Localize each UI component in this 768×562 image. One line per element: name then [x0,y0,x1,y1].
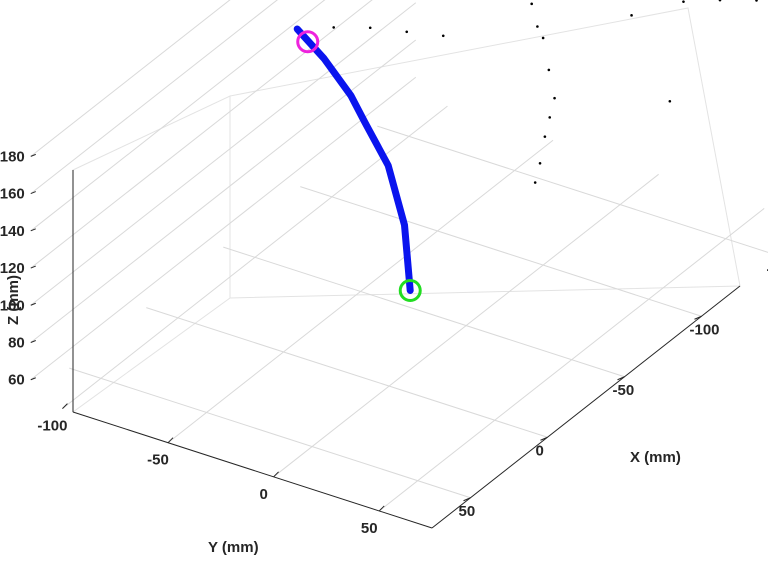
x-axis-label: X (mm) [630,449,681,466]
x-tick-mark [540,436,548,441]
z-tick-label: 180 [0,148,25,165]
z-tick-label: 80 [8,335,25,352]
tree-point [553,96,556,100]
z-tick-label: 160 [0,186,25,203]
grid-line-z [30,39,417,343]
grid-line-z [30,0,278,194]
tree-point [538,162,542,165]
airway-tree [295,0,758,184]
z-tick-mark [30,228,36,232]
y-axis-label: Y (mm) [208,539,259,556]
grid-line-y [273,173,659,478]
z-tick-mark [30,340,36,343]
y-tick-label: -100 [37,418,67,435]
x-tick-label: 50 [459,503,476,520]
grid-line-z [30,0,373,269]
tree-point [530,2,533,6]
y-tick-mark [273,471,279,478]
navigation-path [293,25,414,294]
tree-point [755,0,758,2]
start-marker [398,279,422,303]
grid-line-x [146,307,548,438]
tree-point [668,99,672,103]
tree-point [536,25,539,28]
y-tick-label: 50 [361,520,378,537]
grid-line-y [167,139,554,444]
z-tick-mark [30,153,36,157]
z-tick-mark [30,302,36,306]
back-walls [72,7,741,413]
x-tick-mark [617,376,625,381]
x-ticks: -150 -100 -50 0 50 [459,261,768,520]
z-tick-mark [30,377,36,381]
tree-point [718,0,722,2]
z-tick-mark [30,191,36,195]
grid-line-x [300,186,702,317]
y-tick-mark [62,403,68,409]
y-tick-label: -50 [147,452,169,469]
x-tick-mark [463,497,471,502]
grid-lines [30,0,768,512]
tree-point [533,181,537,184]
grid-line-x [223,246,625,378]
grid-line-y [378,208,765,512]
target-marker [296,30,320,54]
tree-point [332,26,335,29]
tree-point [548,116,552,119]
z-axis-label: Z (mm) [5,275,22,325]
navigation-path-line [293,25,414,294]
z-tick-label: 140 [0,223,25,240]
tree-point [405,30,409,34]
z-tick-label: 100 [0,297,25,314]
x-tick-mark [694,315,702,320]
tree-point [630,14,633,17]
z-tick-label: 60 [8,372,25,389]
x-axis-line [431,285,741,529]
x-tick-label: -50 [613,382,635,399]
grid-line-z [30,76,417,381]
grid-line-z [30,0,326,232]
tree-point [543,135,547,138]
z-tick-label: 120 [0,260,25,277]
grid-line-x [69,367,471,499]
y-tick-mark [167,437,174,444]
x-tick-label: -150 [767,261,768,278]
y-axis-line [72,411,433,529]
tree-point [441,34,445,38]
tree-point [547,68,551,72]
tree-point [541,36,545,40]
y-ticks: -100 -50 0 50 [37,403,385,537]
x-tick-label: -100 [690,321,720,338]
y-tick-label: 0 [259,486,267,503]
grid-line-z [30,2,417,306]
markers [296,30,422,303]
y-tick-mark [378,505,385,512]
grid-line-x [377,125,768,253]
floor-edges [72,170,741,529]
grid-line-y [62,105,448,409]
z-tick-mark [30,265,36,269]
x-tick-label: 0 [536,442,544,459]
z-ticks: 60 80 100 120 140 160 180 [0,148,36,389]
tree-point [682,0,685,3]
grid-line-z [30,0,231,157]
tree-point [368,26,372,30]
